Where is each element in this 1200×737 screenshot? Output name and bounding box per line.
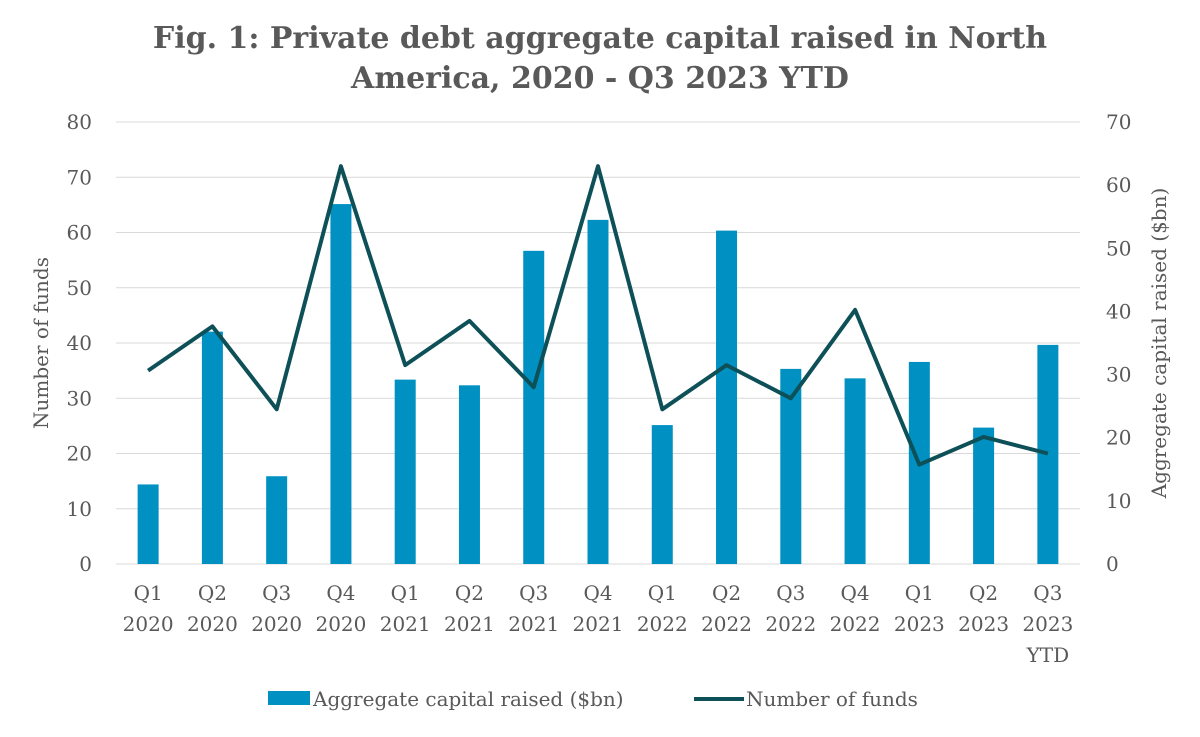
left-tick-label: 30 <box>67 386 92 410</box>
right-tick-label: 70 <box>1106 110 1131 134</box>
bar <box>266 476 288 564</box>
left-tick-label: 10 <box>67 497 92 521</box>
right-tick-label: 20 <box>1106 426 1131 450</box>
bar <box>716 230 738 564</box>
chart-title-line-1: Fig. 1: Private debt aggregate capital r… <box>153 21 1047 56</box>
x-tick-label: Q1 2022 <box>637 581 688 636</box>
bar <box>973 427 995 564</box>
line-series <box>146 164 1049 467</box>
right-axis-title: Aggregate capital raised ($bn) <box>1147 188 1171 500</box>
bar <box>587 219 609 564</box>
left-tick-label: 50 <box>67 276 92 300</box>
legend-bar-label: Aggregate capital raised ($bn) <box>312 687 624 711</box>
bar <box>394 379 416 564</box>
right-tick-label: 60 <box>1106 173 1131 197</box>
x-tick-label: Q2 2022 <box>701 581 752 636</box>
left-tick-label: 60 <box>67 221 92 245</box>
line-path <box>146 164 1049 467</box>
right-axis-ticks: 0 10 20 30 40 50 60 70 <box>1106 110 1131 576</box>
bar <box>137 484 159 564</box>
left-tick-label: 40 <box>67 331 92 355</box>
bar <box>523 250 545 564</box>
x-tick-label: Q3 2023 YTD <box>1022 581 1073 667</box>
right-tick-label: 40 <box>1106 299 1131 323</box>
x-tick-label: Q2 2023 <box>958 581 1009 636</box>
bar <box>780 368 802 564</box>
bar <box>201 331 223 564</box>
x-tick-label: Q1 2020 <box>123 581 174 636</box>
left-tick-label: 80 <box>67 110 92 134</box>
left-tick-label: 70 <box>67 165 92 189</box>
left-axis-ticks: 0 10 20 30 40 50 60 70 80 <box>67 110 92 576</box>
right-tick-label: 0 <box>1106 552 1119 576</box>
left-axis-title: Number of funds <box>29 257 53 429</box>
chart-title-line-2: America, 2020 - Q3 2023 YTD <box>350 61 849 96</box>
x-tick-label: Q4 2021 <box>573 581 624 636</box>
bar <box>1037 344 1059 564</box>
bar <box>651 425 673 564</box>
x-tick-label: Q3 2022 <box>765 581 816 636</box>
legend-line-label: Number of funds <box>746 687 918 711</box>
left-tick-label: 20 <box>67 442 92 466</box>
x-tick-label: Q4 2022 <box>830 581 881 636</box>
right-tick-label: 50 <box>1106 236 1131 260</box>
x-tick-label: Q2 2021 <box>444 581 495 636</box>
x-tick-label: Q1 2023 <box>894 581 945 636</box>
bar-series <box>137 204 1059 565</box>
x-tick-label: Q4 2020 <box>315 581 366 636</box>
legend-bar-swatch <box>268 691 310 705</box>
right-tick-label: 30 <box>1106 363 1131 387</box>
legend: Aggregate capital raised ($bn) Number of… <box>268 687 918 711</box>
x-tick-label: Q3 2020 <box>251 581 302 636</box>
right-tick-label: 10 <box>1106 489 1131 513</box>
x-tick-label: Q3 2021 <box>508 581 559 636</box>
bar <box>330 204 352 565</box>
left-tick-label: 0 <box>79 552 92 576</box>
bar <box>458 385 480 564</box>
x-tick-label: Q2 2020 <box>187 581 238 636</box>
x-axis-ticks: Q1 2020 Q2 2020 Q3 2020 Q4 2020 Q1 2021 Q2 2021 Q3 20… <box>123 581 1074 667</box>
bar <box>844 378 866 564</box>
x-tick-label: Q1 2021 <box>380 581 431 636</box>
